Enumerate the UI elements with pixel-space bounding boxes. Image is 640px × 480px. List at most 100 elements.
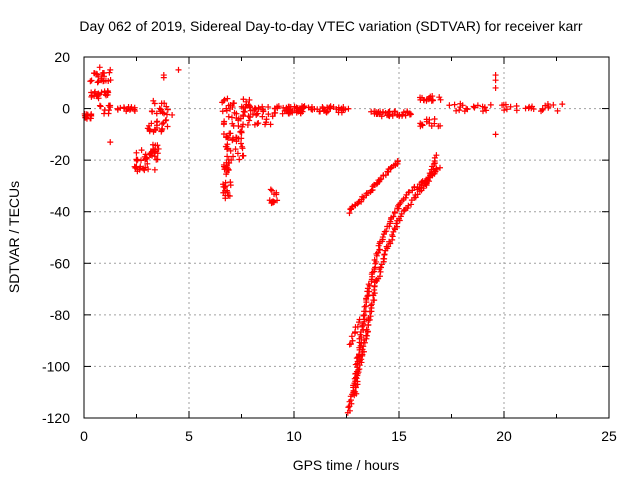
data-point bbox=[96, 102, 103, 109]
data-point bbox=[371, 297, 378, 304]
ticks-layer bbox=[83, 56, 610, 419]
data-point bbox=[230, 153, 237, 160]
data-point bbox=[94, 71, 101, 78]
data-point bbox=[354, 323, 361, 330]
data-point bbox=[163, 111, 170, 118]
data-point bbox=[368, 302, 375, 309]
data-point bbox=[539, 105, 546, 112]
data-point bbox=[152, 126, 159, 133]
data-point bbox=[263, 119, 270, 126]
data-point bbox=[237, 115, 244, 122]
data-point bbox=[231, 109, 238, 116]
data-point bbox=[222, 179, 229, 186]
data-point bbox=[158, 128, 165, 135]
data-point bbox=[345, 105, 352, 112]
data-point bbox=[267, 186, 274, 193]
data-point bbox=[559, 101, 566, 108]
data-point bbox=[359, 346, 366, 353]
data-point bbox=[451, 101, 458, 108]
data-point bbox=[150, 146, 157, 153]
data-point bbox=[224, 134, 231, 141]
data-point bbox=[371, 108, 378, 115]
data-point bbox=[386, 223, 393, 230]
data-point bbox=[220, 131, 227, 138]
data-point bbox=[387, 165, 394, 172]
data-point bbox=[228, 114, 235, 121]
data-point bbox=[361, 303, 368, 310]
x-tick-label: 5 bbox=[185, 428, 193, 444]
data-point bbox=[238, 128, 245, 135]
data-point bbox=[232, 146, 239, 153]
data-point bbox=[355, 366, 362, 373]
data-point bbox=[114, 105, 121, 112]
data-point bbox=[259, 103, 266, 110]
data-point bbox=[285, 110, 292, 117]
data-point bbox=[348, 333, 355, 340]
data-point bbox=[499, 102, 506, 109]
y-tick-label: 20 bbox=[54, 49, 70, 65]
data-point bbox=[360, 343, 367, 350]
data-point bbox=[142, 151, 149, 158]
data-point bbox=[367, 313, 374, 320]
data-point bbox=[394, 158, 401, 165]
data-point bbox=[107, 66, 114, 73]
data-point bbox=[275, 103, 282, 110]
data-point bbox=[428, 122, 435, 129]
data-point bbox=[267, 121, 274, 128]
data-point bbox=[98, 89, 105, 96]
data-point bbox=[501, 107, 508, 114]
data-point bbox=[550, 101, 557, 108]
data-point bbox=[507, 103, 514, 110]
data-point bbox=[487, 101, 494, 108]
data-point bbox=[222, 143, 229, 150]
y-tick-label: -40 bbox=[50, 204, 70, 220]
data-point bbox=[492, 84, 499, 91]
data-point bbox=[251, 106, 258, 113]
data-point bbox=[377, 264, 384, 271]
data-point bbox=[254, 120, 261, 127]
data-point bbox=[131, 163, 138, 170]
x-tick-label: 10 bbox=[286, 428, 302, 444]
data-point bbox=[426, 170, 433, 177]
data-point bbox=[352, 388, 359, 395]
data-point bbox=[155, 145, 162, 152]
data-point bbox=[145, 122, 152, 129]
data-point bbox=[385, 112, 392, 119]
data-point bbox=[88, 93, 95, 100]
data-point bbox=[446, 102, 453, 109]
data-point bbox=[96, 64, 103, 71]
data-point bbox=[406, 111, 413, 118]
data-point bbox=[416, 185, 423, 192]
data-point bbox=[483, 107, 490, 114]
data-point bbox=[158, 100, 165, 107]
data-point bbox=[406, 189, 413, 196]
data-point bbox=[333, 106, 340, 113]
data-point bbox=[311, 106, 318, 113]
data-point bbox=[87, 78, 94, 85]
data-point bbox=[430, 166, 437, 173]
data-point bbox=[436, 94, 443, 101]
data-point bbox=[393, 220, 400, 227]
data-point bbox=[386, 108, 393, 115]
data-point bbox=[153, 156, 160, 163]
y-tick-label: -100 bbox=[42, 358, 70, 374]
data-point bbox=[97, 103, 104, 110]
data-point bbox=[102, 91, 109, 98]
y-tick-label: 0 bbox=[62, 101, 70, 117]
data-point bbox=[224, 146, 231, 153]
data-point bbox=[286, 107, 293, 114]
data-point bbox=[156, 105, 163, 112]
tick-labels-layer: 0 5 10 15 20 25 -120 -100 -80 -60 -40 -20 0 20 bbox=[42, 49, 617, 444]
data-point bbox=[480, 108, 486, 115]
data-point bbox=[366, 308, 373, 315]
data-point bbox=[154, 142, 161, 149]
data-point bbox=[433, 152, 440, 159]
data-point bbox=[457, 100, 464, 107]
data-point bbox=[151, 166, 158, 173]
data-point bbox=[374, 249, 381, 256]
data-point bbox=[225, 113, 232, 120]
data-point bbox=[492, 77, 499, 84]
data-point bbox=[237, 140, 244, 147]
data-point bbox=[220, 161, 227, 168]
